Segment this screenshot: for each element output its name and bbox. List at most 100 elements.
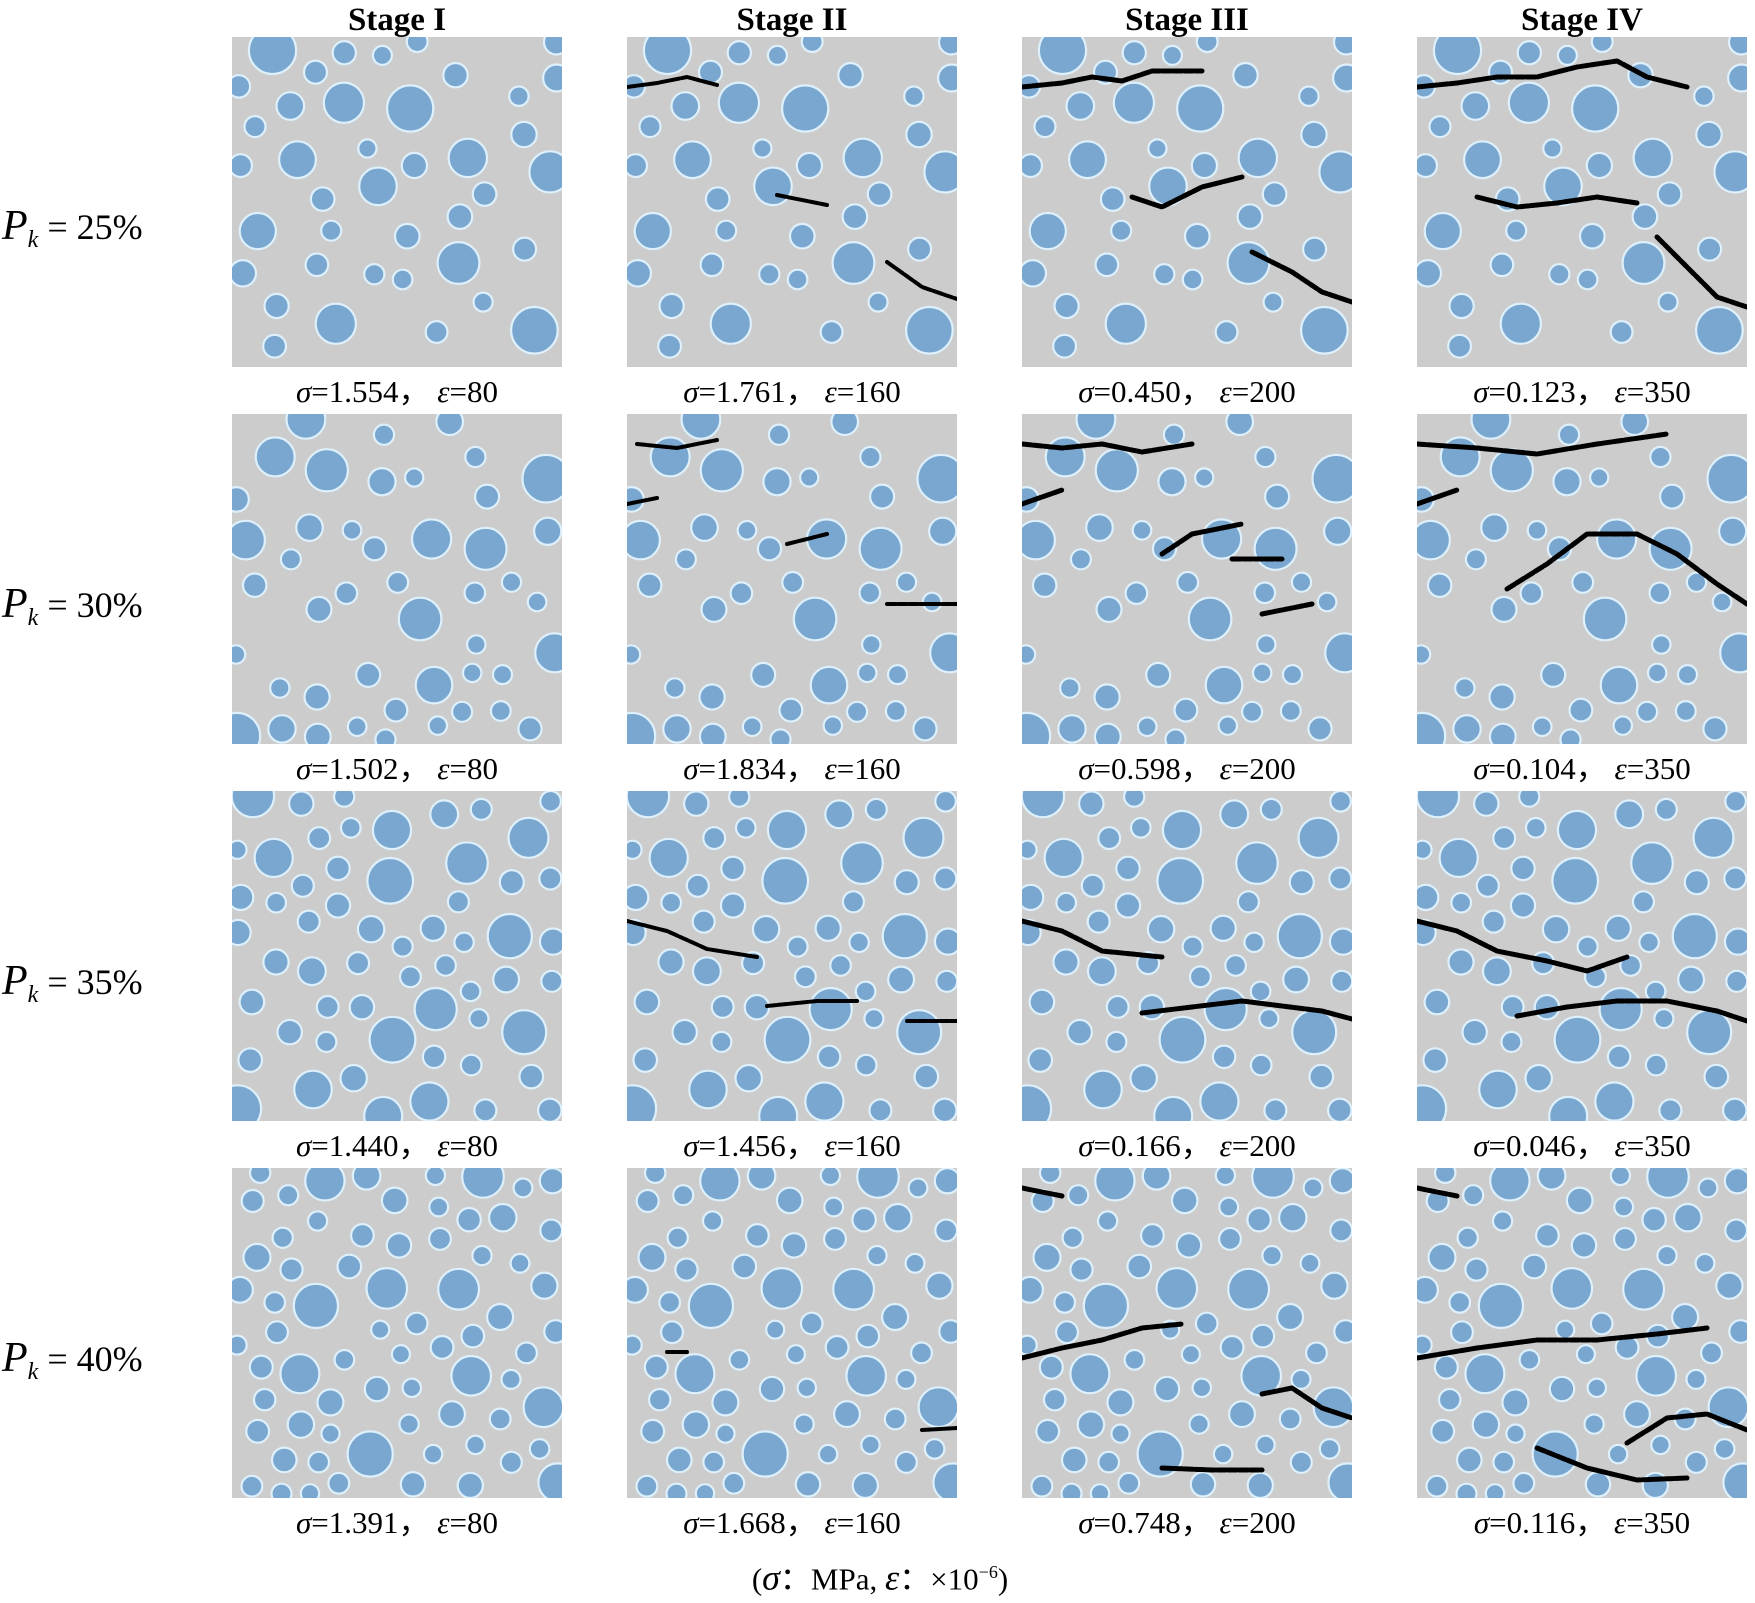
aggregate-particle xyxy=(858,581,882,605)
aggregate-particle xyxy=(1695,305,1744,355)
aggregate-particle xyxy=(526,591,548,613)
aggregate-particle xyxy=(859,445,882,469)
aggregate-particle xyxy=(1555,1319,1576,1340)
aggregate-particle xyxy=(1623,1400,1652,1429)
aggregate-particle xyxy=(1481,956,1512,987)
aggregate-particle xyxy=(778,697,804,723)
aggregate-particle xyxy=(687,1282,735,1330)
aggregate-particle xyxy=(324,892,352,919)
crack xyxy=(1417,918,1630,974)
aggregate-particle xyxy=(277,140,317,180)
aggregate-particle xyxy=(279,548,303,571)
aggregate-particle xyxy=(746,1168,777,1191)
aggregate-particle xyxy=(831,241,876,286)
aggregate-particle xyxy=(923,1438,946,1460)
crack xyxy=(1654,234,1747,310)
aggregate-particle xyxy=(461,1168,505,1199)
aggregate-particle xyxy=(726,39,753,66)
aggregate-particle xyxy=(374,728,397,744)
aggregate-particle xyxy=(1464,1353,1506,1395)
aggregate-particle xyxy=(1193,467,1215,488)
aggregate-particle xyxy=(1124,581,1149,606)
aggregate-particle xyxy=(1093,722,1122,744)
mesostructure-panel xyxy=(232,1168,562,1498)
aggregate-particle xyxy=(487,1202,518,1233)
aggregate-particle xyxy=(786,935,809,958)
aggregate-particle xyxy=(304,448,350,493)
aggregate-particle xyxy=(637,1242,667,1273)
aggregate-particle xyxy=(1318,1438,1341,1460)
sigma-symbol: σ xyxy=(296,751,312,786)
aggregate-particle xyxy=(1475,873,1500,898)
aggregate-particle xyxy=(534,632,562,674)
aggregate-particle xyxy=(1189,1470,1217,1498)
aggregate-particle xyxy=(1031,572,1058,598)
aggregate-particle xyxy=(760,1267,804,1310)
aggregate-particle xyxy=(824,1334,850,1360)
aggregate-particle xyxy=(1641,1206,1667,1233)
aggregate-particle xyxy=(1448,292,1475,320)
aggregate-particle xyxy=(928,516,957,546)
crack xyxy=(1259,1385,1352,1421)
aggregate-particle xyxy=(657,333,683,359)
aggregate-particle xyxy=(1058,677,1081,699)
aggregate-particle xyxy=(804,1081,845,1121)
aggregate-particle xyxy=(1104,302,1148,345)
epsilon-value: 200 xyxy=(1249,1128,1296,1163)
aggregate-particle xyxy=(1022,1084,1053,1121)
aggregate-particle xyxy=(887,965,916,994)
aggregate-particle xyxy=(358,166,398,207)
aggregate-particle xyxy=(521,453,562,504)
epsilon-symbol: ε xyxy=(824,1128,837,1163)
aggregate-particle xyxy=(1232,61,1259,89)
aggregate-particle xyxy=(248,1168,272,1184)
aggregate-particle xyxy=(346,716,368,738)
mesostructure-panel xyxy=(1022,791,1352,1121)
stress-strain-caption: σ=1.668， ε=160 xyxy=(683,1505,901,1540)
aggregate-particle xyxy=(1526,519,1548,541)
aggregate-particle xyxy=(1657,291,1679,313)
aggregate-particle xyxy=(627,644,642,665)
mesostructure-panel xyxy=(232,414,562,744)
aggregate-particle xyxy=(277,1184,300,1207)
aggregate-particle xyxy=(633,211,672,251)
aggregate-particle xyxy=(1510,855,1536,882)
sigma-symbol: σ xyxy=(1473,751,1489,786)
aggregate-particle xyxy=(722,1471,746,1495)
aggregate-particle xyxy=(635,1474,659,1498)
aggregate-particle xyxy=(349,1223,375,1248)
crack xyxy=(775,193,829,207)
aggregate-particle xyxy=(1097,826,1122,851)
aggregate-particle xyxy=(903,85,925,107)
aggregate-particle xyxy=(1658,1098,1683,1121)
aggregate-particle xyxy=(401,1377,423,1399)
aggregate-particle xyxy=(333,791,356,808)
aggregate-particle xyxy=(1288,869,1315,896)
aggregate-particle xyxy=(1727,37,1747,56)
aggregate-particle xyxy=(1136,1430,1184,1478)
aggregate-particle xyxy=(647,1387,672,1412)
aggregate-particle xyxy=(1067,1184,1090,1207)
aggregate-particle xyxy=(1719,632,1747,674)
aggregate-particle xyxy=(1211,1044,1237,1070)
aggregate-particle xyxy=(1542,138,1563,159)
aggregate-particle xyxy=(500,1368,522,1390)
aggregate-particle xyxy=(292,1282,340,1330)
aggregate-particle xyxy=(270,1482,293,1498)
aggregate-particle xyxy=(345,951,371,976)
stage-title-1: Stage I xyxy=(347,2,447,38)
aggregate-particle xyxy=(1703,1063,1730,1090)
aggregate-particle xyxy=(1227,1267,1271,1311)
aggregate-particle xyxy=(1507,81,1551,124)
aggregate-particle xyxy=(744,1223,770,1248)
aggregate-particle xyxy=(1246,1471,1274,1498)
aggregate-particle xyxy=(540,969,562,993)
aggregate-particle xyxy=(632,1047,659,1074)
aggregate-particle xyxy=(795,151,824,180)
aggregate-particle xyxy=(438,1400,467,1429)
aggregate-particle xyxy=(781,570,805,594)
aggregate-particle xyxy=(1598,986,1643,1032)
aggregate-particle xyxy=(1305,1341,1329,1365)
crack xyxy=(1259,601,1315,617)
aggregate-particle xyxy=(1181,935,1204,958)
